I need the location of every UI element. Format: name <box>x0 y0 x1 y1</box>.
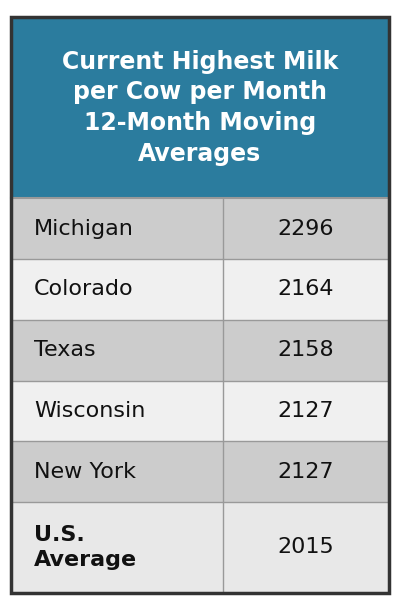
Text: Current Highest Milk
per Cow per Month
12-Month Moving
Averages: Current Highest Milk per Cow per Month 1… <box>62 50 338 166</box>
Bar <box>11 381 389 441</box>
Bar <box>11 320 389 381</box>
Text: Colorado: Colorado <box>34 279 134 300</box>
Text: 2296: 2296 <box>278 219 334 239</box>
Text: U.S.
Average: U.S. Average <box>34 525 137 570</box>
Bar <box>11 502 389 593</box>
Bar <box>11 441 389 502</box>
Text: 2127: 2127 <box>278 401 334 421</box>
Text: 2127: 2127 <box>278 462 334 481</box>
Text: Wisconsin: Wisconsin <box>34 401 145 421</box>
Text: Texas: Texas <box>34 340 96 360</box>
Text: New York: New York <box>34 462 136 481</box>
Bar <box>11 259 389 320</box>
Text: 2164: 2164 <box>278 279 334 300</box>
Bar <box>11 17 389 198</box>
Text: 2015: 2015 <box>277 537 334 558</box>
Bar <box>11 198 389 259</box>
Text: 2158: 2158 <box>278 340 334 360</box>
Text: Michigan: Michigan <box>34 219 134 239</box>
